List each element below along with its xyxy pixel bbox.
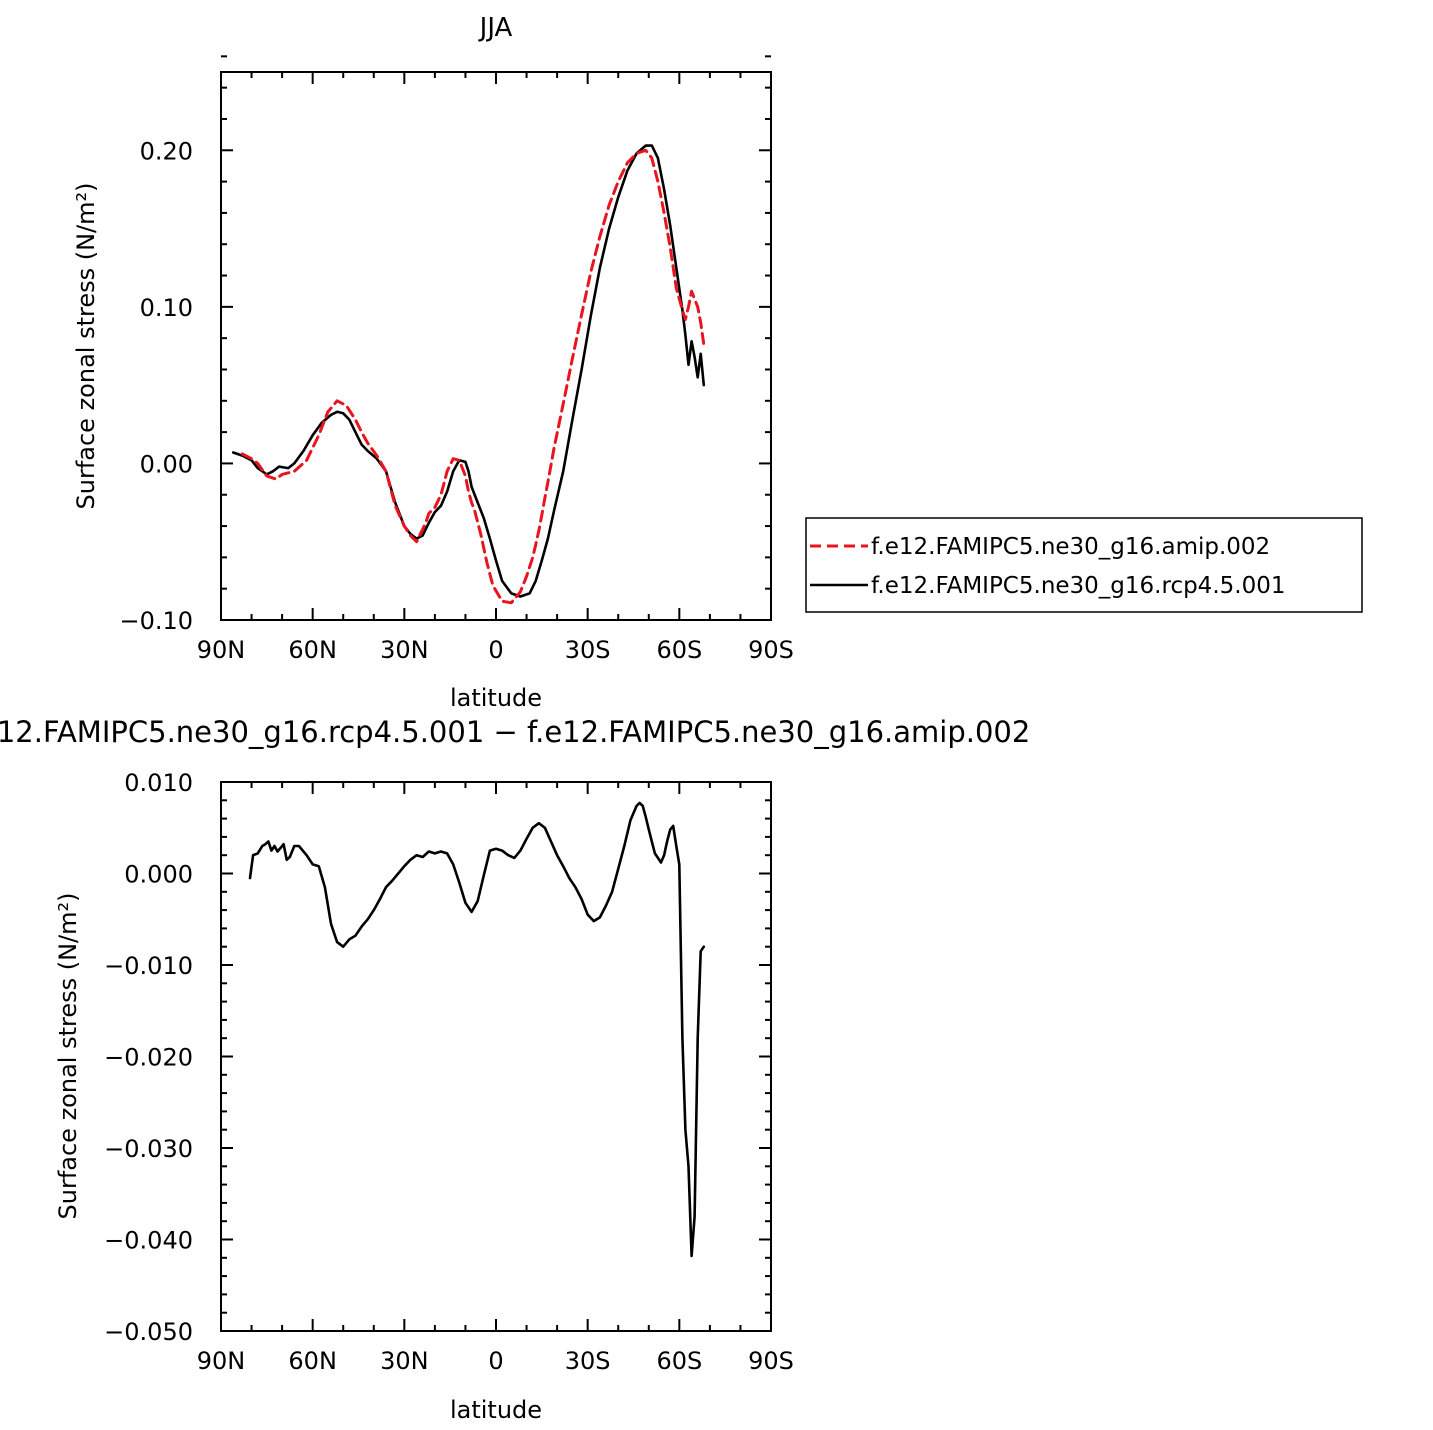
bottom-x-tick-label: 30N — [380, 1347, 429, 1375]
top-x-tick-labels: 90N 60N 30N 0 30S 60S 90S — [197, 636, 794, 664]
bottom-y-tick-labels: −0.050 −0.040 −0.030 −0.020 −0.010 0.000 0.010 — [104, 769, 193, 1346]
top-plot-frame — [220, 71, 772, 621]
top-series-line-0 — [231, 144, 706, 598]
bottom-y-tick-label: −0.050 — [104, 1318, 193, 1346]
top-chart: JJA −0.100.000.100.20 90N 60N 30N 0 30S 60S 90… — [72, 13, 794, 712]
top-x-tick-label: 60S — [656, 636, 702, 664]
top-y-axis-label: Surface zonal stress (N/m²) — [72, 183, 100, 510]
bottom-x-axis-label: latitude — [450, 1396, 542, 1424]
legend: f.e12.FAMIPC5.ne30_g16.amip.002 f.e12.FA… — [805, 517, 1363, 613]
top-y-tick-label: −0.10 — [119, 607, 193, 635]
legend-label-amip: f.e12.FAMIPC5.ne30_g16.amip.002 — [871, 534, 1270, 560]
top-y-tick-label: 0.00 — [140, 450, 193, 478]
bottom-x-tick-label: 0 — [488, 1347, 503, 1375]
bottom-x-tick-label: 30S — [565, 1347, 611, 1375]
bottom-y-tick-label: 0.000 — [124, 861, 193, 889]
bottom-y-tick-label: −0.020 — [104, 1044, 193, 1072]
top-x-tick-label: 90N — [197, 636, 246, 664]
bottom-axis-ticks — [220, 781, 772, 1332]
top-series-layer — [231, 144, 706, 605]
bottom-x-tick-labels: 90N 60N 30N 0 30S 60S 90S — [197, 1347, 794, 1375]
top-axis-ticks — [220, 55, 772, 621]
bottom-x-tick-label: 60N — [288, 1347, 337, 1375]
legend-box — [805, 517, 1363, 613]
top-x-axis-label: latitude — [450, 684, 542, 712]
bottom-series-layer — [248, 801, 706, 1258]
top-chart-title: JJA — [478, 13, 513, 43]
bottom-plot-frame — [220, 781, 772, 1332]
top-y-tick-label: 0.10 — [140, 294, 193, 322]
bottom-y-tick-label: −0.040 — [104, 1227, 193, 1255]
bottom-y-tick-label: −0.030 — [104, 1135, 193, 1163]
bottom-y-axis-label: Surface zonal stress (N/m²) — [54, 893, 82, 1220]
top-x-tick-label: 30S — [565, 636, 611, 664]
top-x-tick-label: 30N — [380, 636, 429, 664]
top-series-line-1 — [240, 148, 706, 605]
bottom-x-tick-label: 60S — [656, 1347, 702, 1375]
bottom-chart: f.e12.FAMIPC5.ne30_g16.rcp4.5.001 − f.e1… — [0, 715, 1030, 1424]
bottom-x-tick-label: 90S — [748, 1347, 794, 1375]
top-x-tick-label: 0 — [488, 636, 503, 664]
top-y-tick-labels: −0.10 0.00 0.10 0.20 — [119, 137, 193, 635]
bottom-y-tick-label: −0.010 — [104, 952, 193, 980]
bottom-chart-title: f.e12.FAMIPC5.ne30_g16.rcp4.5.001 − f.e1… — [0, 715, 1030, 749]
top-x-tick-label: 90S — [748, 636, 794, 664]
bottom-series-line-0 — [248, 801, 706, 1258]
bottom-y-tick-label: 0.010 — [124, 769, 193, 797]
top-x-tick-label: 60N — [288, 636, 337, 664]
bottom-x-tick-label: 90N — [197, 1347, 246, 1375]
top-y-tick-label: 0.20 — [140, 137, 193, 165]
legend-label-rcp: f.e12.FAMIPC5.ne30_g16.rcp4.5.001 — [871, 573, 1285, 599]
